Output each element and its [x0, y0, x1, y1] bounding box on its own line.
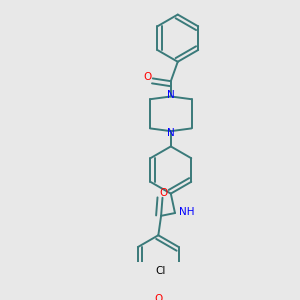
- Text: NH: NH: [179, 207, 195, 217]
- Text: O: O: [144, 72, 152, 82]
- Text: Cl: Cl: [155, 266, 165, 276]
- Text: N: N: [167, 90, 175, 100]
- Text: O: O: [159, 188, 167, 198]
- Text: N: N: [167, 128, 175, 137]
- Text: O: O: [154, 293, 163, 300]
